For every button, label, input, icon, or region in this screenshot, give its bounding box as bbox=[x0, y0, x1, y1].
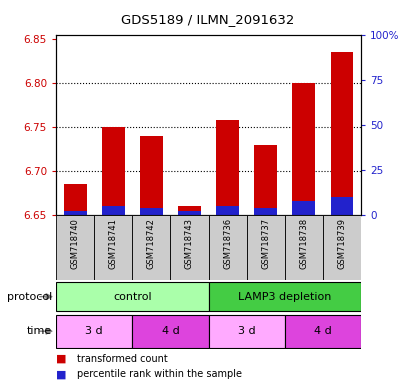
Bar bbox=[209, 315, 285, 348]
Text: 4 d: 4 d bbox=[161, 326, 179, 336]
Bar bbox=[63, 212, 87, 215]
Bar bbox=[178, 212, 201, 215]
Bar bbox=[102, 127, 124, 215]
Bar bbox=[209, 215, 247, 280]
Text: control: control bbox=[113, 291, 151, 302]
Text: protocol: protocol bbox=[7, 291, 52, 302]
Text: GSM718740: GSM718740 bbox=[71, 218, 80, 269]
Text: GSM718741: GSM718741 bbox=[109, 218, 118, 269]
Bar bbox=[216, 120, 239, 215]
Bar bbox=[254, 145, 277, 215]
Bar bbox=[254, 208, 277, 215]
Text: 3 d: 3 d bbox=[238, 326, 256, 336]
Bar bbox=[140, 208, 163, 215]
Text: GSM718736: GSM718736 bbox=[223, 218, 232, 270]
Bar bbox=[94, 215, 132, 280]
Text: transformed count: transformed count bbox=[77, 354, 168, 364]
Text: GSM718743: GSM718743 bbox=[185, 218, 194, 269]
Bar bbox=[178, 206, 201, 215]
Bar bbox=[56, 315, 132, 348]
Text: percentile rank within the sample: percentile rank within the sample bbox=[77, 369, 242, 379]
Bar bbox=[323, 215, 361, 280]
Bar bbox=[293, 200, 315, 215]
Bar bbox=[140, 136, 163, 215]
Bar bbox=[330, 197, 354, 215]
Text: GSM718742: GSM718742 bbox=[147, 218, 156, 269]
Text: time: time bbox=[27, 326, 52, 336]
Text: ■: ■ bbox=[56, 369, 66, 379]
Bar bbox=[171, 215, 209, 280]
Text: ■: ■ bbox=[56, 354, 66, 364]
Text: 4 d: 4 d bbox=[314, 326, 332, 336]
Bar bbox=[56, 282, 209, 311]
Bar bbox=[330, 52, 354, 215]
Text: GSM718739: GSM718739 bbox=[337, 218, 347, 269]
Text: LAMP3 depletion: LAMP3 depletion bbox=[238, 291, 332, 302]
Text: GSM718738: GSM718738 bbox=[299, 218, 308, 270]
Bar bbox=[216, 206, 239, 215]
Bar bbox=[285, 215, 323, 280]
Bar bbox=[56, 215, 94, 280]
Bar bbox=[102, 206, 124, 215]
Bar bbox=[63, 184, 87, 215]
Bar bbox=[247, 215, 285, 280]
Bar bbox=[293, 83, 315, 215]
Text: GSM718737: GSM718737 bbox=[261, 218, 270, 270]
Bar bbox=[209, 282, 361, 311]
Bar bbox=[285, 315, 361, 348]
Bar bbox=[132, 215, 171, 280]
Text: 3 d: 3 d bbox=[85, 326, 103, 336]
Text: GDS5189 / ILMN_2091632: GDS5189 / ILMN_2091632 bbox=[121, 13, 294, 26]
Bar bbox=[132, 315, 209, 348]
